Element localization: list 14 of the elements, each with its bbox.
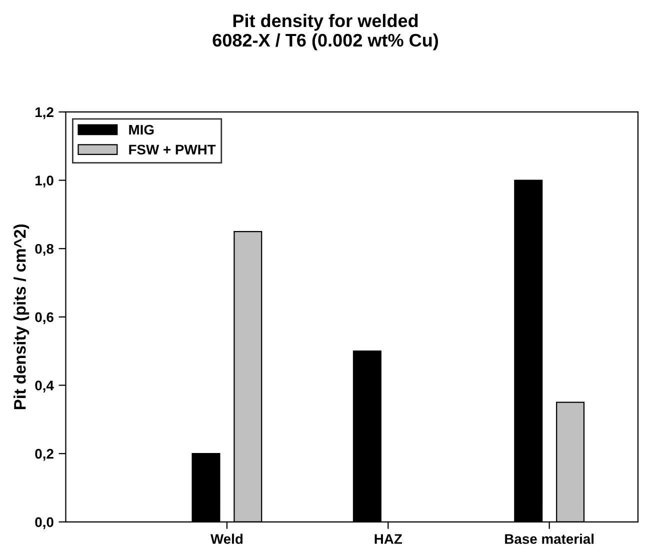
chart-title: Pit density for welded 6082-X / T6 (0.002 wt% Cu) <box>212 14 438 50</box>
x-tick-label: Base material <box>505 534 594 544</box>
legend-label: MIG <box>129 124 154 135</box>
legend-label: FSW + PWHT <box>129 144 216 155</box>
y-axis-title: Pit density (pits / cm^2) <box>14 224 30 410</box>
y-tick-label: 0,8 <box>35 244 54 256</box>
y-tick-label: 0,6 <box>35 312 54 324</box>
y-tick-label: 0,2 <box>35 448 54 461</box>
x-tick-label: HAZ <box>374 534 402 544</box>
y-tick-label: 1,0 <box>36 176 54 188</box>
y-tick-label: 0,4 <box>35 380 54 392</box>
y-tick-label: 1,2 <box>36 107 54 120</box>
x-tick-label: Weld <box>210 534 242 544</box>
y-tick-label: 0,0 <box>35 517 54 530</box>
